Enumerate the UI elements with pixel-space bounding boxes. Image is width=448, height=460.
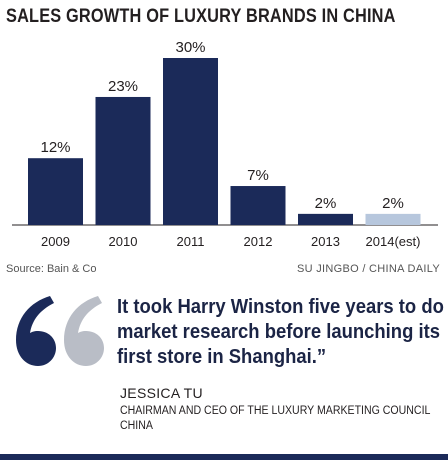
pull-quote: It took Harry Winston five years to do m… — [117, 295, 444, 368]
value-label-2014(est): 2% — [382, 195, 404, 212]
source-note: Source: Bain & Co — [6, 263, 97, 275]
tick-label-2012: 2012 — [244, 234, 273, 249]
bars-group — [28, 58, 421, 225]
tick-label-2011: 2011 — [177, 234, 205, 249]
speaker-name: JESSICA TU — [120, 385, 203, 401]
bar-2012 — [230, 186, 286, 225]
bottom-rule — [0, 454, 448, 460]
value-labels-group: 12% 23% 30% 7% 2% 2% — [40, 39, 403, 212]
chart-title: SALES GROWTH OF LUXURY BRANDS IN CHINA — [6, 6, 396, 27]
bar-chart: 12% 23% 30% 7% 2% 2% 2009 2010 2011 2012 2013 2014… — [12, 39, 438, 249]
speaker-title: CHAIRMAN AND CEO OF THE LUXURY MARKETING… — [120, 405, 431, 432]
credit-note: SU JINGBO / CHINA DAILY — [296, 263, 440, 275]
value-label-2009: 12% — [40, 139, 70, 156]
bar-2009 — [28, 158, 83, 225]
bar-2010 — [95, 96, 151, 225]
value-label-2010: 23% — [108, 78, 138, 95]
tick-labels-group: 2009 2010 2011 2012 2013 2014(est) — [41, 234, 420, 249]
value-label-2013: 2% — [315, 195, 337, 212]
bar-2011 — [163, 58, 218, 225]
quote-mark-icon — [16, 296, 104, 366]
tick-label-2013: 2013 — [311, 234, 340, 249]
value-label-2012: 7% — [247, 167, 269, 184]
bar-2013 — [298, 213, 353, 225]
tick-label-2010: 2010 — [109, 234, 138, 249]
value-label-2011: 30% — [175, 39, 205, 56]
bar-2014(est) — [365, 213, 421, 225]
tick-label-2014(est): 2014(est) — [366, 234, 421, 249]
tick-label-2009: 2009 — [41, 234, 70, 249]
